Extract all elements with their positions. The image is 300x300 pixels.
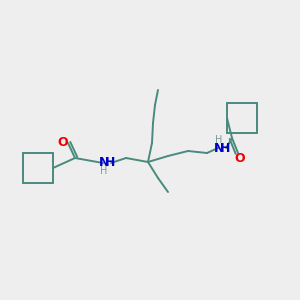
Text: H: H	[100, 166, 108, 176]
Text: O: O	[235, 152, 245, 166]
Text: H: H	[215, 135, 223, 145]
Text: N: N	[99, 155, 109, 169]
Text: O: O	[58, 136, 68, 148]
Text: H: H	[105, 155, 115, 169]
Text: H: H	[220, 142, 230, 154]
Text: N: N	[214, 142, 224, 154]
